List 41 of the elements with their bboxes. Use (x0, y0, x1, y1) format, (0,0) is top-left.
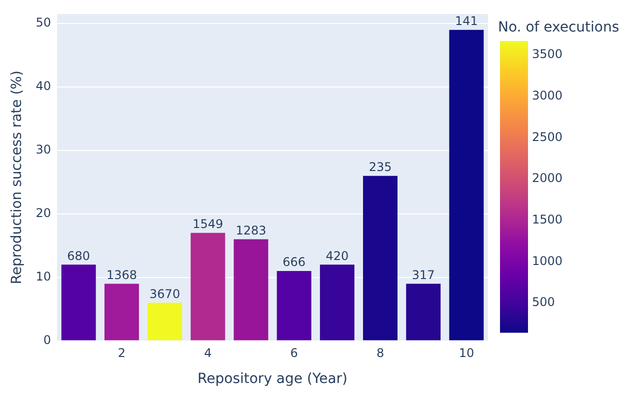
x-tick-label: 10 (458, 346, 474, 360)
color-bar-label: 1000 (532, 254, 563, 268)
x-axis-title: Repository age (Year) (198, 371, 348, 388)
bar (104, 284, 139, 340)
annotation: 1549 (192, 217, 224, 232)
color-bar-label: 2000 (532, 171, 563, 186)
y-tick-label: 10 (36, 269, 52, 284)
annotation: 666 (282, 255, 306, 270)
color-bar-label: 2500 (532, 130, 563, 144)
color-bar-label: 500 (532, 295, 555, 310)
annotation: 235 (368, 160, 392, 174)
y-axis-title: Reproduction success rate (%) (9, 70, 26, 284)
annotation: 317 (412, 268, 435, 282)
y-tick-label: 40 (36, 79, 52, 94)
bar (234, 239, 268, 340)
x-tick-label: 2 (118, 346, 126, 360)
bar (148, 302, 182, 340)
color-bar-title: No. of executions (498, 20, 620, 36)
color-bar-label: 1500 (532, 212, 563, 227)
y-tick-label: 20 (36, 206, 52, 220)
x-tick-label: 6 (290, 346, 298, 360)
bar (276, 271, 312, 340)
bar (406, 284, 441, 340)
bar (61, 264, 96, 340)
y-tick-label: 0 (43, 332, 52, 347)
x-tick-label: 4 (204, 346, 212, 360)
x-tick-label: 8 (376, 346, 384, 360)
bar (320, 264, 354, 340)
color-bar-label: 3500 (532, 47, 563, 62)
annotation: 141 (455, 14, 478, 28)
y-tick-label: 50 (36, 16, 52, 30)
annotation: 1368 (106, 268, 137, 282)
annotation: 680 (67, 248, 90, 263)
bar (190, 232, 226, 340)
annotation: 420 (326, 248, 349, 263)
y-tick-label: 30 (36, 142, 52, 157)
bar (363, 176, 398, 340)
color-bar-label: 3000 (532, 88, 563, 103)
annotation: 3670 (150, 286, 180, 301)
annotation: 1283 (236, 223, 266, 238)
bar (449, 30, 484, 340)
